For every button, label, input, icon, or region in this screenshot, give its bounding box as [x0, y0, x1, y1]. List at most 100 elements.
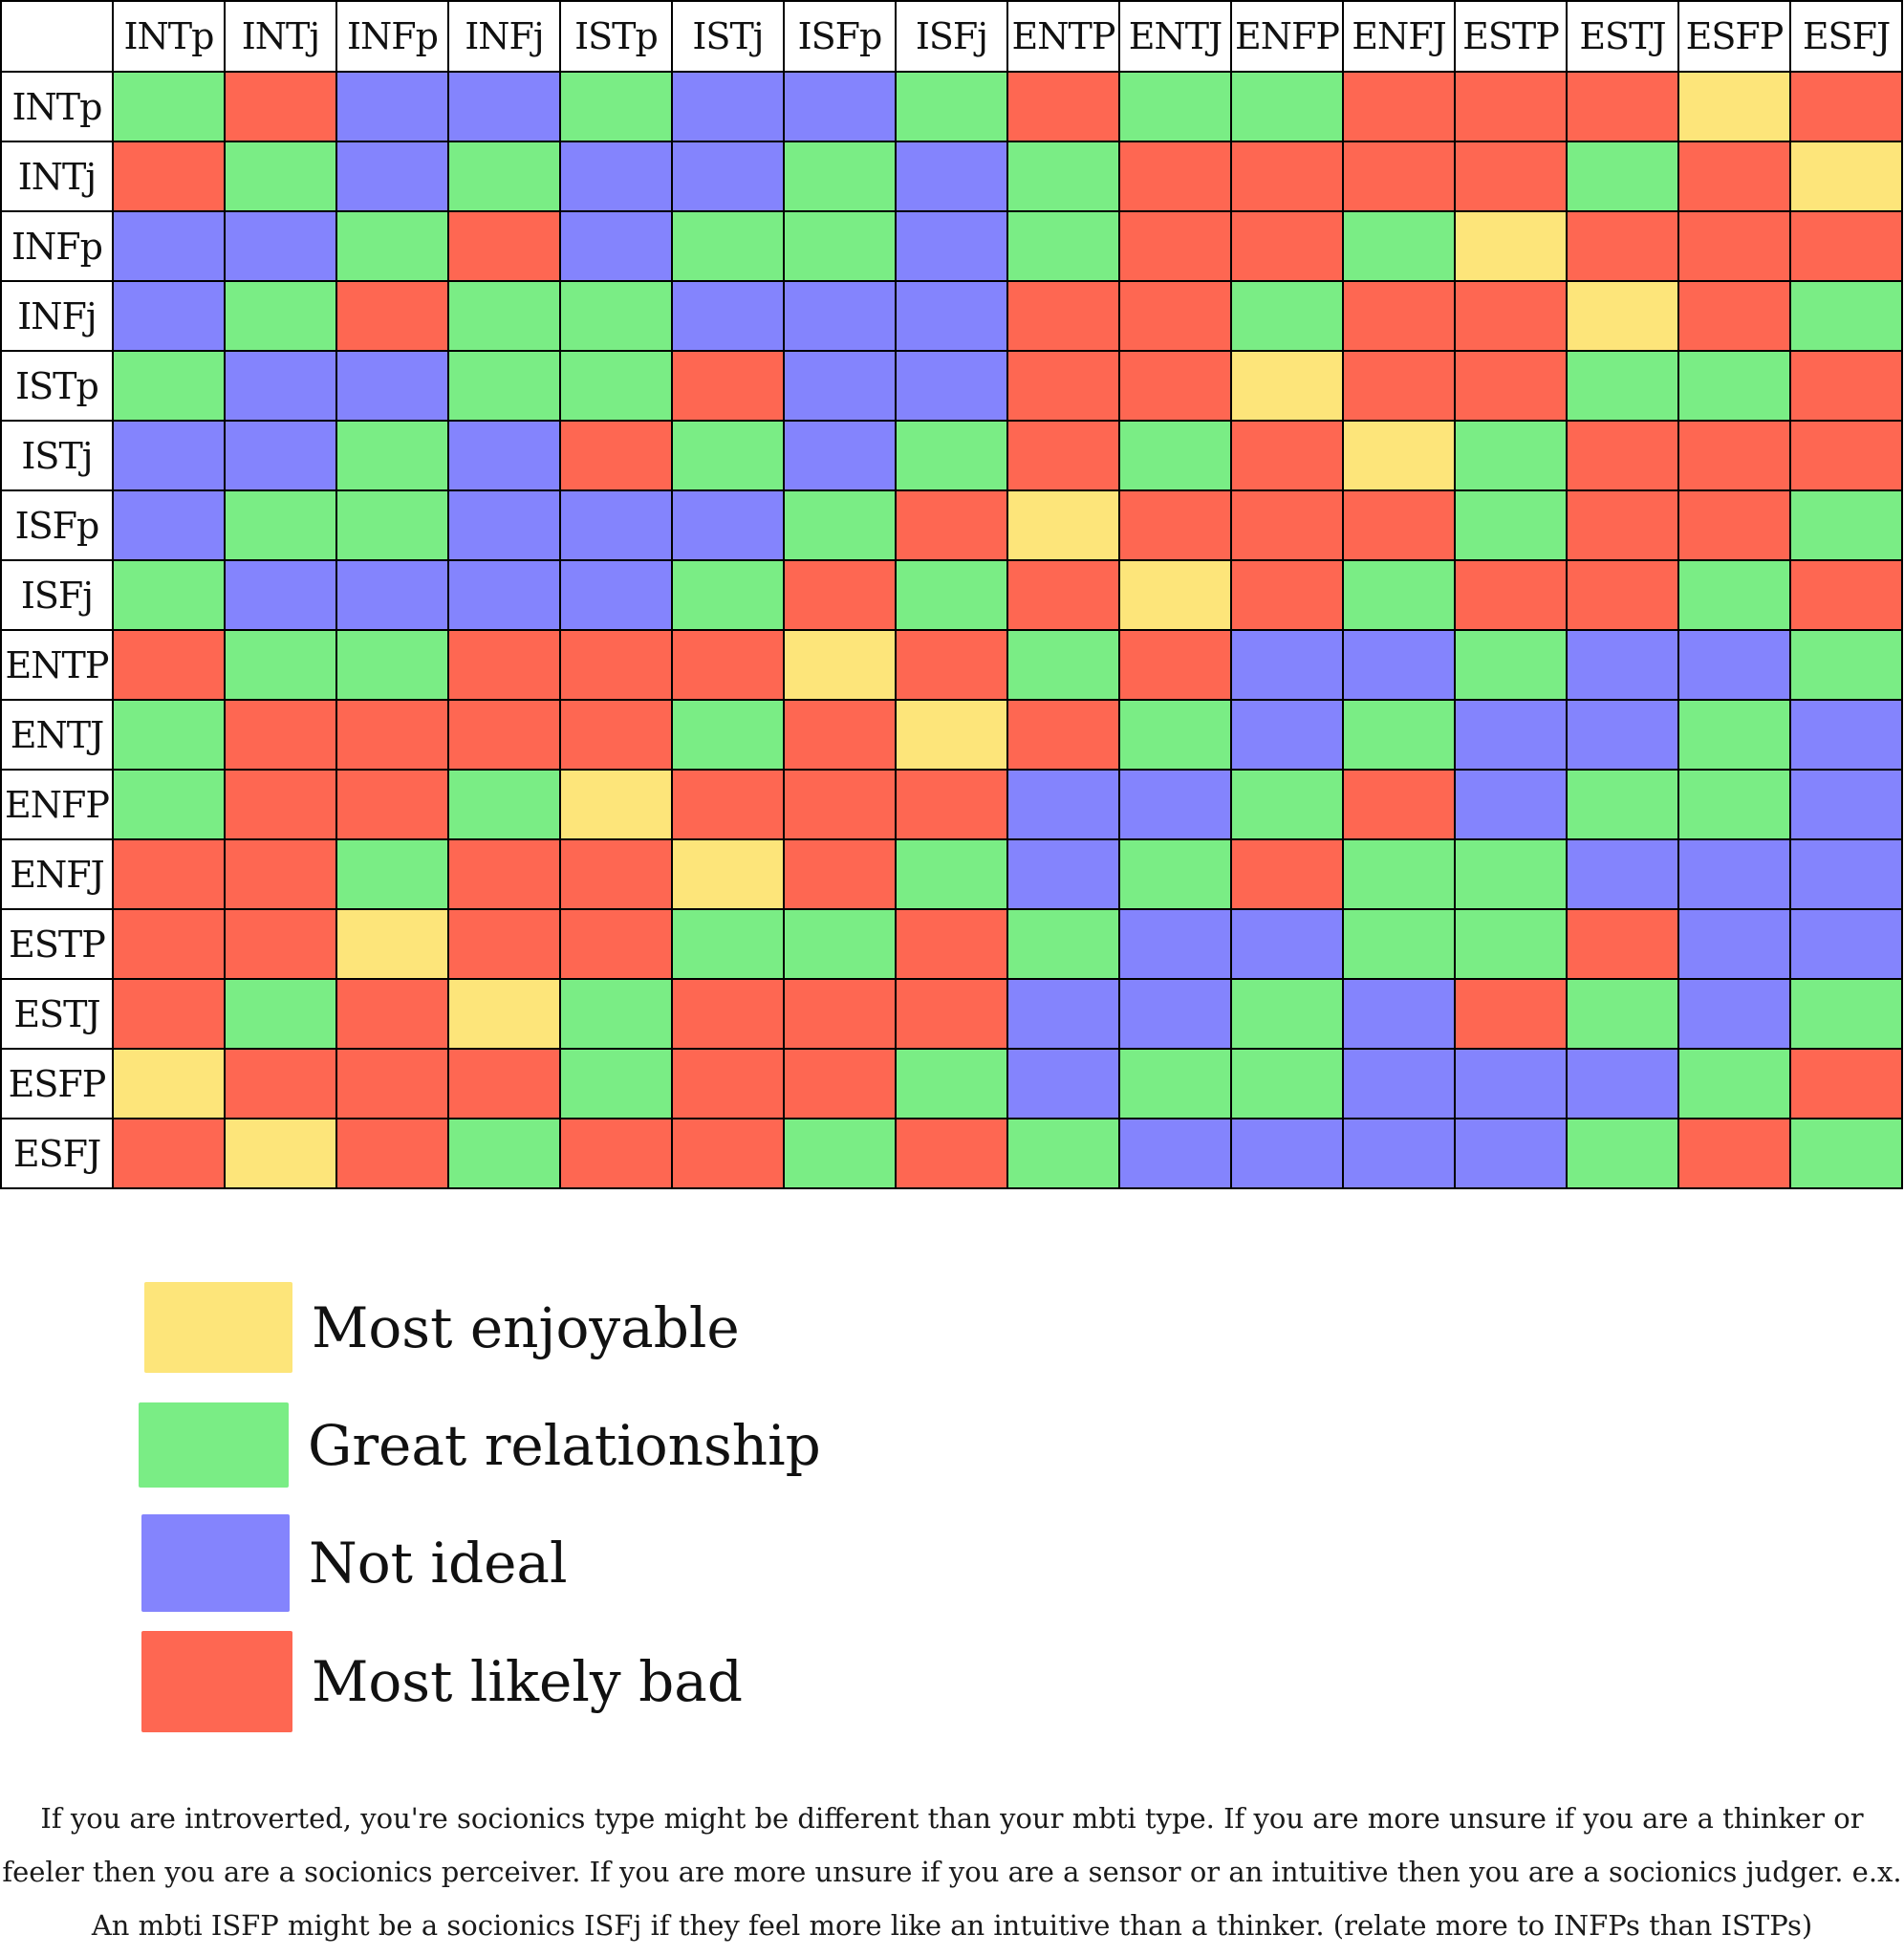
- row-header-estj: ESTJ: [0, 978, 114, 1050]
- cell-infp-esfp: [1677, 210, 1791, 282]
- cell-istj-intj: [224, 420, 337, 491]
- row-header-esfp: ESFP: [0, 1048, 114, 1119]
- cell-infp-estp: [1454, 210, 1568, 282]
- cell-entj-intj: [224, 699, 337, 771]
- cell-enfj-infp: [335, 838, 449, 910]
- column-header-intj: INTj: [224, 0, 337, 73]
- cell-estj-entp: [1006, 978, 1120, 1050]
- cell-esfj-istj: [671, 1118, 785, 1189]
- cell-esfj-intp: [112, 1118, 226, 1189]
- legend-item-not-ideal: Not ideal: [141, 1514, 568, 1612]
- matrix-row-estp: ESTP: [0, 908, 1903, 980]
- cell-isfp-entp: [1006, 489, 1120, 561]
- cell-isfp-infj: [447, 489, 561, 561]
- cell-istj-infp: [335, 420, 449, 491]
- cell-isfj-esfp: [1677, 559, 1791, 631]
- column-header-entj: ENTJ: [1118, 0, 1232, 73]
- cell-enfp-isfj: [895, 769, 1008, 840]
- cell-enfp-estj: [1566, 769, 1679, 840]
- cell-intj-istp: [559, 141, 673, 212]
- cell-entj-istp: [559, 699, 673, 771]
- legend-swatch-blue: [141, 1514, 290, 1612]
- cell-estp-intj: [224, 908, 337, 980]
- cell-estp-estp: [1454, 908, 1568, 980]
- cell-isfp-entj: [1118, 489, 1232, 561]
- cell-infp-istj: [671, 210, 785, 282]
- cell-isfp-enfj: [1342, 489, 1456, 561]
- cell-enfp-entj: [1118, 769, 1232, 840]
- cell-infp-isfj: [895, 210, 1008, 282]
- cell-intp-entp: [1006, 71, 1120, 142]
- cell-isfp-estp: [1454, 489, 1568, 561]
- cell-esfp-enfp: [1230, 1048, 1344, 1119]
- cell-estp-istp: [559, 908, 673, 980]
- cell-esfp-entp: [1006, 1048, 1120, 1119]
- cell-entj-entp: [1006, 699, 1120, 771]
- cell-entj-isfp: [783, 699, 897, 771]
- cell-isfp-isfj: [895, 489, 1008, 561]
- cell-istp-isfp: [783, 350, 897, 422]
- row-header-infj: INFj: [0, 280, 114, 352]
- row-header-istj: ISTj: [0, 420, 114, 491]
- cell-infj-enfj: [1342, 280, 1456, 352]
- cell-istp-intj: [224, 350, 337, 422]
- cell-istj-estj: [1566, 420, 1679, 491]
- cell-isfj-isfp: [783, 559, 897, 631]
- cell-esfp-intj: [224, 1048, 337, 1119]
- cell-entj-esfj: [1789, 699, 1903, 771]
- cell-infp-enfj: [1342, 210, 1456, 282]
- cell-infj-istj: [671, 280, 785, 352]
- cell-isfp-intp: [112, 489, 226, 561]
- cell-esfj-infj: [447, 1118, 561, 1189]
- cell-esfj-enfj: [1342, 1118, 1456, 1189]
- cell-istp-infj: [447, 350, 561, 422]
- cell-intj-istj: [671, 141, 785, 212]
- cell-intp-esfp: [1677, 71, 1791, 142]
- cell-entp-istj: [671, 629, 785, 701]
- cell-infj-enfp: [1230, 280, 1344, 352]
- legend-swatch-yellow: [144, 1282, 292, 1373]
- cell-enfj-entj: [1118, 838, 1232, 910]
- cell-infj-istp: [559, 280, 673, 352]
- cell-esfj-isfj: [895, 1118, 1008, 1189]
- cell-estp-entp: [1006, 908, 1120, 980]
- cell-intj-esfj: [1789, 141, 1903, 212]
- cell-estj-isfp: [783, 978, 897, 1050]
- cell-esfj-esfj: [1789, 1118, 1903, 1189]
- cell-esfp-enfj: [1342, 1048, 1456, 1119]
- cell-intj-enfp: [1230, 141, 1344, 212]
- cell-infj-estj: [1566, 280, 1679, 352]
- cell-istj-estp: [1454, 420, 1568, 491]
- cell-estj-infp: [335, 978, 449, 1050]
- footnote: If you are introverted, you're socionics…: [2, 1802, 1902, 1942]
- cell-estp-isfp: [783, 908, 897, 980]
- cell-intj-intj: [224, 141, 337, 212]
- cell-infp-intp: [112, 210, 226, 282]
- cell-entj-infp: [335, 699, 449, 771]
- cell-intp-infp: [335, 71, 449, 142]
- matrix-row-entp: ENTP: [0, 629, 1903, 701]
- cell-intp-estj: [1566, 71, 1679, 142]
- cell-intj-entj: [1118, 141, 1232, 212]
- cell-intp-istp: [559, 71, 673, 142]
- cell-isfp-estj: [1566, 489, 1679, 561]
- cell-estj-intp: [112, 978, 226, 1050]
- cell-estj-estp: [1454, 978, 1568, 1050]
- column-header-esfp: ESFP: [1677, 0, 1791, 73]
- cell-intj-infp: [335, 141, 449, 212]
- cell-entj-isfj: [895, 699, 1008, 771]
- cell-entp-enfj: [1342, 629, 1456, 701]
- cell-esfp-infj: [447, 1048, 561, 1119]
- cell-infj-entp: [1006, 280, 1120, 352]
- cell-istj-entj: [1118, 420, 1232, 491]
- cell-intj-isfj: [895, 141, 1008, 212]
- legend-label: Most likely bad: [312, 1649, 743, 1714]
- cell-estj-esfp: [1677, 978, 1791, 1050]
- cell-infp-esfj: [1789, 210, 1903, 282]
- cell-isfp-esfp: [1677, 489, 1791, 561]
- cell-infj-entj: [1118, 280, 1232, 352]
- cell-istj-isfj: [895, 420, 1008, 491]
- cell-entj-esfp: [1677, 699, 1791, 771]
- cell-istp-isfj: [895, 350, 1008, 422]
- cell-esfp-intp: [112, 1048, 226, 1119]
